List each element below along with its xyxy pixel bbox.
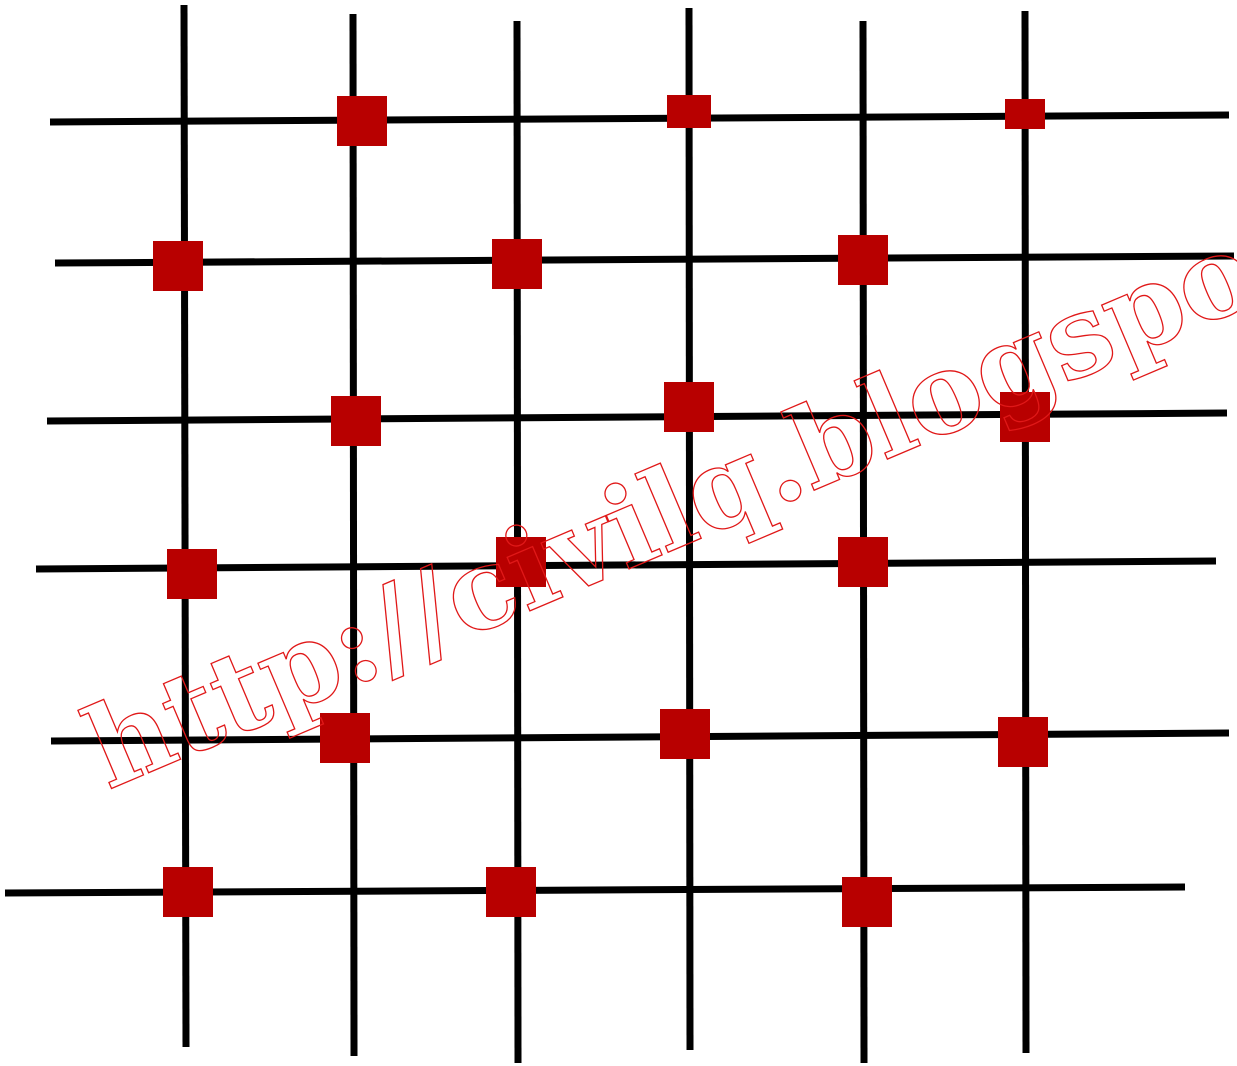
marker-r6-c1 (163, 867, 213, 917)
vertical-line-4 (685, 7, 694, 1051)
marker-r5-c2 (320, 713, 370, 763)
marker-r4-c3 (496, 537, 546, 587)
marker-r3-c4 (664, 382, 714, 432)
vertical-line-6 (1021, 10, 1030, 1054)
vertical-line-2 (349, 13, 358, 1057)
marker-r1-c6 (1005, 99, 1045, 129)
marker-r2-c1 (153, 241, 203, 291)
marker-r6-c3 (486, 867, 536, 917)
marker-r5-c4 (660, 709, 710, 759)
marker-r2-c3 (492, 239, 542, 289)
marker-r4-c1 (167, 549, 217, 599)
watermark-text: http://civilq.blogspot.com (67, 66, 1237, 814)
marker-r3-c6 (1000, 392, 1050, 442)
horizontal-line-2 (54, 252, 1235, 267)
marker-r4-c5 (838, 537, 888, 587)
horizontal-line-4 (35, 557, 1217, 573)
marker-r1-c2 (337, 96, 387, 146)
markers (153, 95, 1050, 927)
marker-r5-c6 (998, 717, 1048, 767)
horizontal-line-1 (49, 111, 1230, 126)
marker-r6-c5 (842, 877, 892, 927)
marker-r1-c4 (667, 95, 711, 128)
marker-r2-c5 (838, 235, 888, 285)
marker-r3-c2 (331, 396, 381, 446)
